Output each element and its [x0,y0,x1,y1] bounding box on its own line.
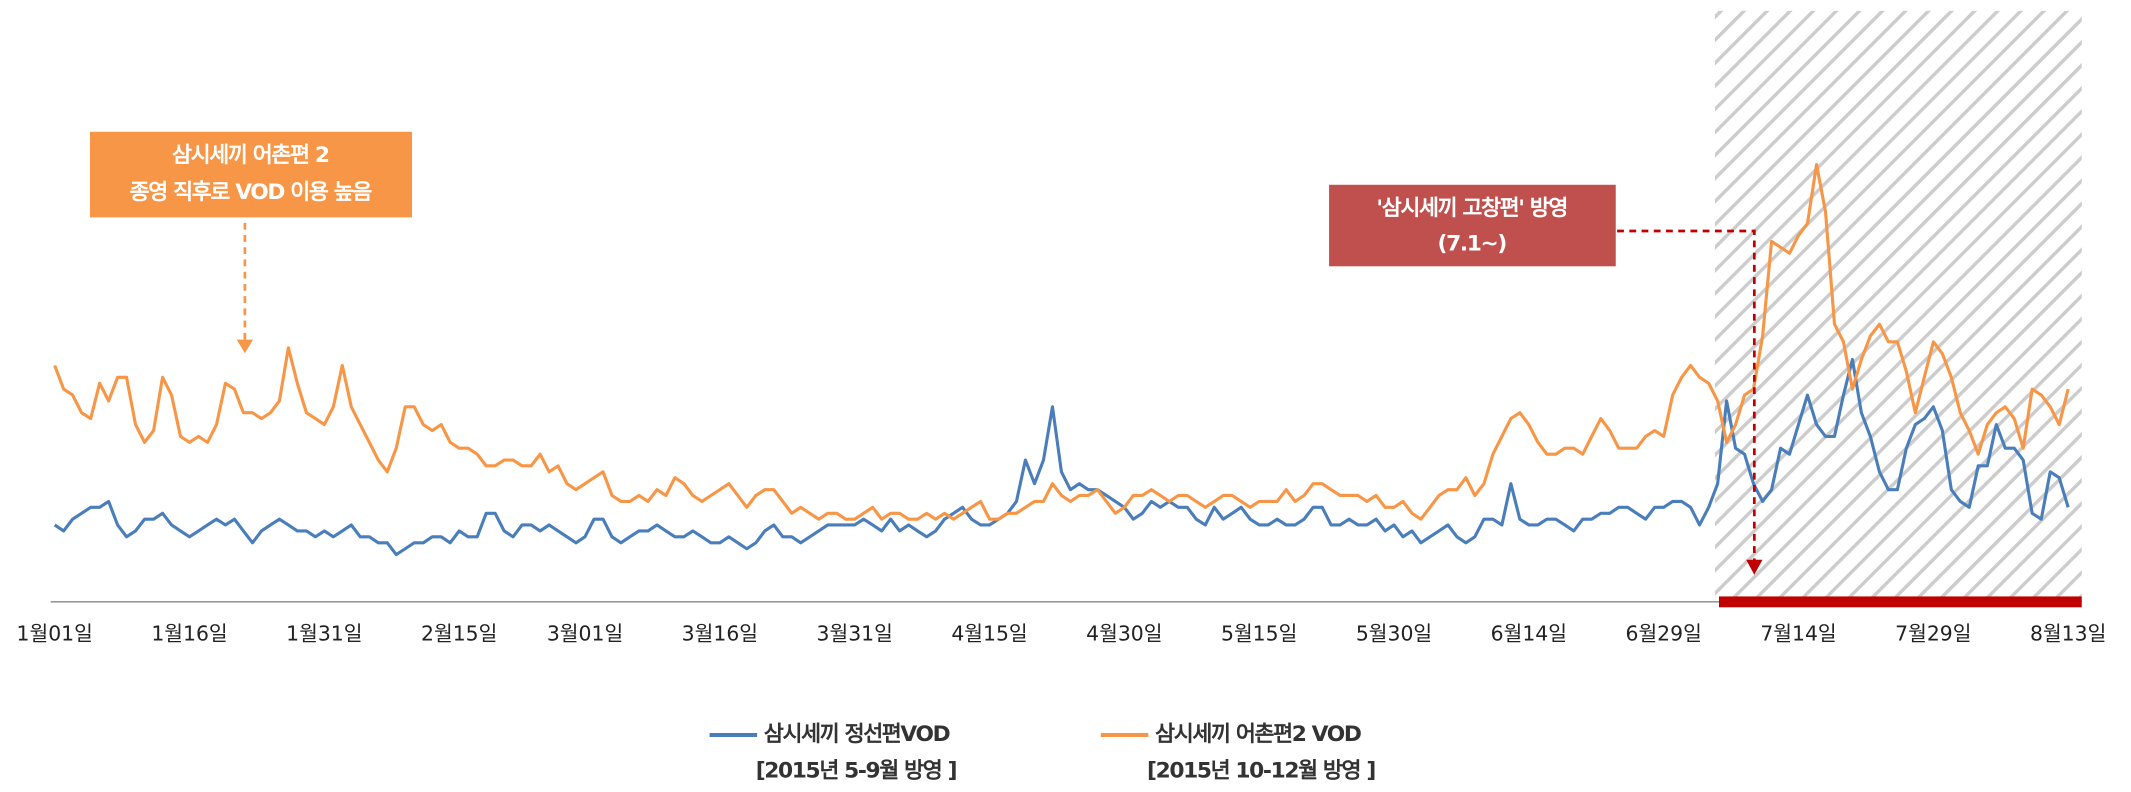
annotation-text: '삼시세끼 고창편' 방영 [1376,196,1567,221]
x-tick-label: 3월31일 [817,621,893,645]
annotation-box [1329,184,1616,267]
x-tick-label: 5월15일 [1221,621,1297,645]
x-tick-label: 2월15일 [421,621,497,645]
legend-note: [2015년 10-12월 방영 ] [1147,759,1375,784]
x-tick-label: 1월01일 [17,621,93,645]
annotation-text: (7.1~) [1438,232,1507,257]
x-tick-label: 3월01일 [547,621,623,645]
x-tick-label: 1월16일 [151,621,227,645]
x-tick-label: 6월14일 [1491,621,1567,645]
legend-note: [2015년 5-9월 방영 ] [756,759,957,784]
series-line [53,162,2070,521]
annotation-arrow [1617,229,1756,563]
arrow-head [236,339,254,354]
highlight-region [1714,10,2082,602]
legend-label: 삼시세끼 어촌편2 VOD [1155,722,1361,747]
plot [53,162,2070,557]
x-tick-label: 7월14일 [1760,621,1836,645]
arrow-head [1746,559,1763,575]
annotation-text: 종영 직후로 VOD 이용 높음 [130,180,373,205]
x-tick-label: 4월15일 [951,621,1027,645]
legend-label: 삼시세끼 정선편VOD [764,722,950,747]
x-tick-label: 1월31일 [286,621,362,645]
annotation-text: 삼시세끼 어촌편 2 [172,143,329,168]
x-tick-label: 3월16일 [682,621,758,645]
x-tick-label: 5월30일 [1356,621,1432,645]
period-bar [1718,596,2082,608]
x-tick-label: 4월30일 [1086,621,1162,645]
x-tick-label: 8월13일 [2030,621,2106,645]
annotation-box [90,131,413,218]
x-tick-label: 7월29일 [1895,621,1971,645]
legend: 삼시세끼 정선편VOD [2015년 5-9월 방영 ] 삼시세끼 어촌편2 VOD… [709,722,1377,784]
x-tick-label: 6월29일 [1626,621,1702,645]
